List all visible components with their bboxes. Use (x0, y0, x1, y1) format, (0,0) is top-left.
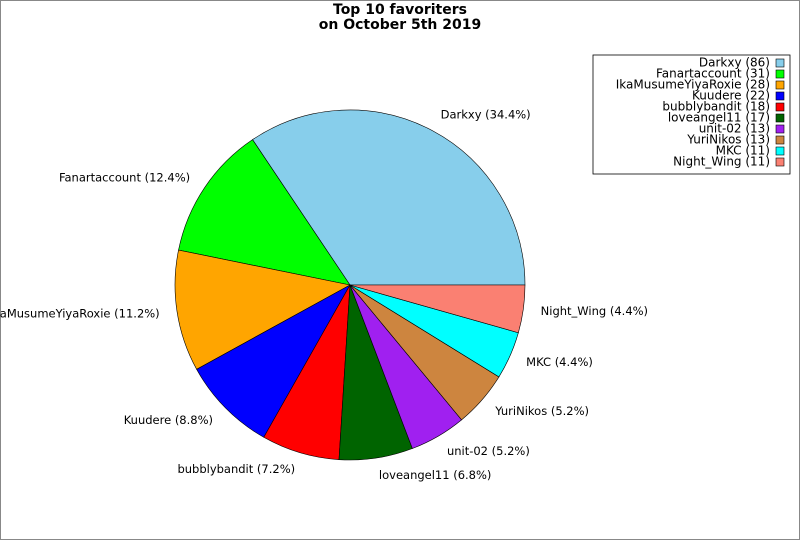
legend-label: IkaMusumeYiyaRoxie (28) (616, 78, 770, 92)
legend-label: loveangel11 (17) (668, 111, 770, 125)
legend-swatch (775, 135, 785, 145)
legend-label: Night_Wing (11) (673, 155, 770, 169)
pie-slice (196, 284, 351, 438)
slice-label: Kuudere (8.8%) (124, 413, 213, 427)
legend-label: unit-02 (13) (699, 122, 770, 136)
slice-label: bubblybandit (7.2%) (177, 462, 295, 476)
legend-label: bubblybandit (18) (662, 100, 770, 114)
slice-label: Night_Wing (4.4%) (541, 304, 648, 318)
legend-swatch (775, 124, 785, 134)
legend-label: MKC (11) (716, 144, 770, 158)
slice-label: unit-02 (5.2%) (447, 444, 530, 458)
pie-slice (349, 284, 526, 334)
legend-swatch (775, 80, 785, 90)
chart-title: Top 10 favoriters (333, 2, 467, 18)
slice-label: loveangel11 (6.8%) (379, 468, 492, 482)
legend-swatch (775, 58, 785, 68)
legend-label: Fanartaccount (31) (656, 67, 770, 81)
legend-label: YuriNikos (13) (686, 133, 770, 147)
slice-label: Darkxy (34.4%) (441, 108, 531, 122)
slice-label: IkaMusumeYiyaRoxie (11.2%) (0, 306, 160, 320)
slice-label: YuriNikos (5.2%) (494, 404, 589, 418)
pie-slice (174, 249, 351, 370)
pie-slice (178, 139, 351, 286)
chart-title: on October 5th 2019 (319, 17, 482, 33)
legend-swatch (775, 157, 785, 167)
slice-label: Fanartaccount (12.4%) (59, 170, 190, 184)
slice-label: MKC (4.4%) (526, 355, 593, 369)
pie-slice (252, 109, 526, 286)
legend-swatch (775, 113, 785, 123)
legend-label: Darkxy (86) (699, 56, 770, 70)
legend-box (592, 54, 791, 175)
legend-label: Kuudere (22) (692, 89, 770, 103)
legend-swatch (775, 146, 785, 156)
legend-swatch (775, 102, 785, 112)
legend-swatch (775, 91, 785, 101)
legend-swatch (775, 69, 785, 79)
